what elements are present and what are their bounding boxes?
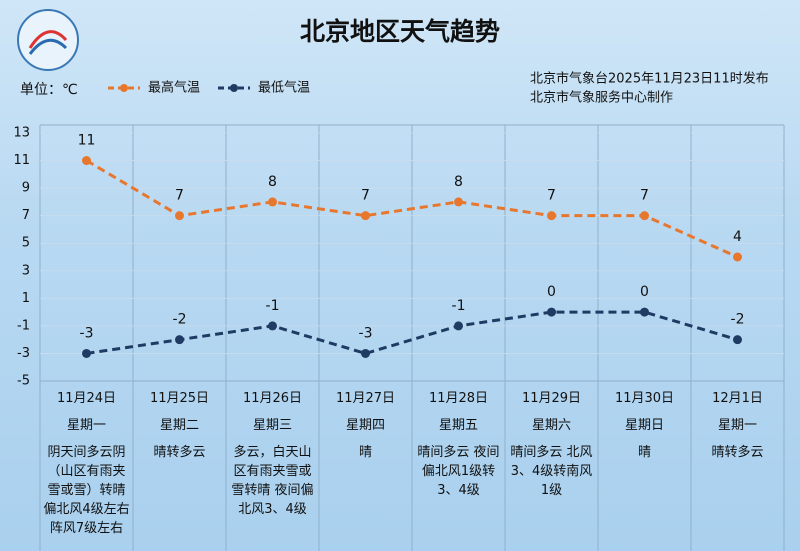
data-label: 4 (733, 229, 742, 245)
y-tick-label: 3 (22, 263, 30, 278)
x-tick-label: 11月27日 (335, 391, 396, 406)
logo (17, 9, 79, 71)
x-tick-label: 11月26日 (242, 391, 303, 406)
x-tick-label: 11月25日 (149, 391, 210, 406)
point (175, 335, 184, 345)
data-label: 0 (640, 284, 649, 300)
data-label: 11 (78, 133, 96, 149)
legend-label: 最低气温 (258, 80, 310, 96)
x-tick-label: 11月29日 (521, 391, 582, 406)
weekday: 星期五 (438, 418, 478, 433)
y-tick-label: 11 (13, 153, 30, 168)
data-label: 8 (268, 174, 277, 190)
point (361, 348, 370, 358)
weekday: 星期六 (531, 418, 571, 433)
point (547, 211, 556, 221)
y-tick-label: -1 (17, 318, 30, 333)
weekday: 星期日 (624, 418, 664, 433)
x-tick-label: 12月1日 (712, 391, 763, 406)
data-label: -1 (452, 298, 466, 314)
point (640, 307, 649, 317)
x-tick-label: 11月30日 (614, 391, 675, 406)
weekday: 星期三 (252, 418, 292, 433)
point (640, 211, 649, 221)
line (85, 159, 739, 259)
weather-description: 晴 (358, 445, 372, 460)
y-tick-label: -5 (17, 374, 30, 389)
data-label: 0 (547, 284, 556, 300)
y-tick-label: 1 (22, 291, 30, 306)
chart-title: 北京地区天气趋势 (300, 17, 500, 46)
source: 北京市气象服务中心制作 (530, 90, 673, 106)
data-label: -3 (359, 325, 373, 341)
unit-label: 单位：℃ (20, 82, 78, 98)
point (454, 197, 463, 207)
weather-description: 晴间多云 北风3、4级转南风1级 (510, 445, 593, 498)
data-label: 8 (454, 174, 463, 190)
weekday: 星期一 (717, 418, 757, 433)
point (175, 211, 184, 221)
data-label: 7 (175, 188, 184, 204)
x-tick-label: 11月24日 (56, 391, 117, 406)
source: 北京市气象台2025年11月23日11时发布 (530, 71, 769, 87)
point (268, 197, 277, 207)
data-label: 7 (547, 188, 556, 204)
weather-description: 多云，白天山区有雨夹雪或雪转晴 夜间偏北风3、4级 (231, 445, 314, 517)
point (361, 211, 370, 221)
point (82, 156, 91, 166)
data-label: 7 (361, 188, 370, 204)
y-tick-label: 13 (13, 126, 30, 141)
y-tick-label: 9 (22, 181, 30, 196)
legend-label: 最高气温 (148, 80, 200, 96)
weather-description: 晴 (637, 445, 651, 460)
point (82, 348, 91, 358)
x-tick-label: 11月28日 (428, 391, 489, 406)
legend-swatch (120, 84, 128, 92)
y-tick-label: -3 (17, 346, 30, 361)
point (268, 321, 277, 331)
weather-description: 晴转多云 (153, 445, 206, 460)
point (733, 252, 742, 262)
y-tick-label: 7 (22, 208, 30, 223)
weather-description: 晴间多云 夜间偏北风1级转3、4级 (417, 445, 500, 498)
legend-swatch (230, 84, 238, 92)
data-label: -2 (173, 312, 187, 328)
data-label: 7 (640, 188, 649, 204)
point (547, 307, 556, 317)
weather-description: 晴转多云 (711, 445, 764, 460)
point (733, 335, 742, 345)
weekday: 星期二 (159, 418, 199, 433)
point (454, 321, 463, 331)
line (86, 310, 738, 356)
weather-description: 阴天间多云阴（山区有雨夹雪或雪）转晴偏北风4级左右 阵风7级左右 (43, 445, 130, 536)
data-label: -2 (731, 312, 745, 328)
y-tick-label: 5 (22, 236, 30, 251)
weekday: 星期一 (66, 418, 106, 433)
data-label: -1 (266, 298, 280, 314)
data-label: -3 (80, 325, 94, 341)
weekday: 星期四 (345, 418, 385, 433)
